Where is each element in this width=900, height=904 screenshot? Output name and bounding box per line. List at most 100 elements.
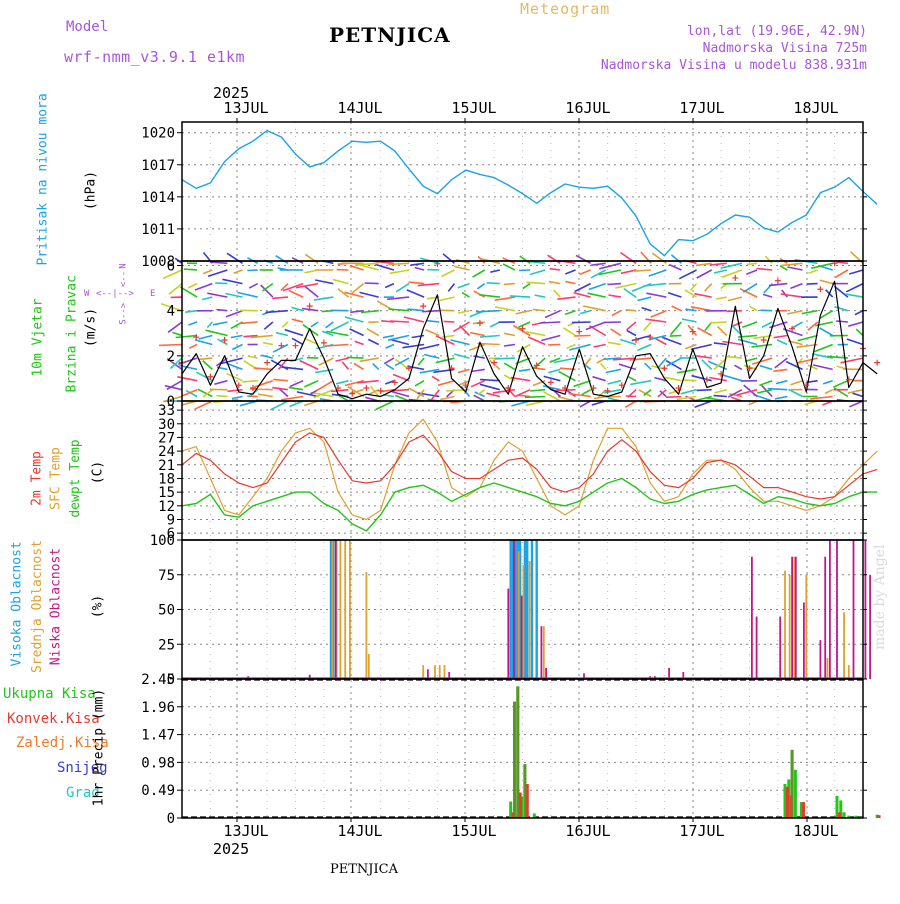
compass-arrow-up: <-- — [119, 271, 129, 287]
low-cloud-bar — [545, 668, 547, 679]
wind-arrow — [751, 345, 772, 347]
wind-arrow — [634, 270, 652, 271]
wind-arrow — [304, 381, 318, 387]
wind-arrow — [728, 297, 742, 301]
wind-tick-label: 4 — [167, 304, 175, 320]
wind-arrow — [696, 263, 712, 265]
wind-arrow — [185, 311, 197, 313]
wind-arrow — [574, 336, 590, 337]
wind-arrow — [557, 297, 575, 299]
wind-arrow — [665, 377, 682, 380]
wind-arrow — [227, 253, 243, 263]
temp-tick-label: 9 — [167, 512, 175, 528]
compass-n: N — [119, 263, 129, 268]
wind-arrow — [646, 293, 666, 297]
wind-arrow — [586, 322, 606, 330]
wind-arrow — [261, 285, 273, 297]
pressure-tick-label: 1011 — [141, 222, 175, 238]
cloud-tick-label: 25 — [158, 637, 175, 653]
wind-arrow — [750, 306, 758, 310]
wind-arrow — [847, 339, 863, 344]
wind-arrow — [206, 330, 228, 335]
pressure-tick-label: 1014 — [141, 190, 175, 206]
wind-arrow — [710, 322, 727, 323]
wind-arrow — [697, 270, 712, 278]
wind-arrow — [385, 284, 394, 288]
wind-arrow — [743, 284, 757, 293]
wind-arrow — [710, 263, 727, 265]
wind-arrow — [442, 270, 455, 277]
wind-arrow — [292, 319, 303, 322]
wind-arrow — [177, 377, 197, 381]
cloud-ylabel-high: Visoka Oblacnost — [10, 547, 25, 667]
wind-gust-marker — [548, 379, 554, 385]
wind-arrow — [444, 321, 455, 322]
wind-arrow — [593, 377, 606, 381]
wind-arrow — [272, 297, 288, 298]
wind-arrow — [774, 369, 788, 371]
wind-arrow — [159, 345, 182, 346]
mid-cloud-bar — [789, 575, 791, 679]
wind-arrow — [210, 262, 227, 263]
temp-ylabel-dewpt: dewpt Temp — [68, 431, 83, 526]
wind-arrow — [415, 381, 424, 386]
wind-arrow — [565, 282, 575, 284]
temp-unit: (C) — [91, 453, 106, 493]
wind-arrow — [627, 331, 636, 336]
wind-arrow — [438, 381, 454, 386]
wind-arrow — [326, 322, 334, 328]
wind-arrow — [276, 333, 288, 336]
wind-arrow — [432, 376, 439, 380]
temp-ylabel-2m: 2m Temp — [30, 439, 45, 519]
low-cloud-bar — [507, 589, 509, 679]
compass-w: W — [84, 289, 89, 299]
wind-arrow — [627, 322, 636, 330]
wind-arrow — [774, 336, 788, 338]
wind-arrow — [232, 397, 242, 399]
pressure-tick-label: 1017 — [141, 158, 175, 174]
compass-arrow-down: --> — [119, 303, 129, 319]
wind-arrow — [418, 358, 424, 365]
wind-arrow — [591, 263, 605, 265]
wind-compass: N <-- W <--|--> E --> S — [80, 258, 160, 330]
temp-tick-label: 18 — [158, 471, 175, 487]
wind-arrow — [490, 322, 500, 327]
day-label-bottom: 13JUL — [223, 822, 268, 840]
mid-cloud-bar — [543, 626, 545, 679]
temp-tick-label: 27 — [158, 430, 175, 446]
wind-arrow — [540, 322, 560, 323]
wind-arrow — [523, 284, 530, 289]
wind-arrow — [809, 270, 818, 273]
wind-arrow — [386, 345, 394, 349]
wind-arrow — [292, 338, 303, 344]
wind-arrow — [790, 284, 802, 289]
wind-arrow — [626, 310, 636, 311]
wind-arrow — [390, 321, 409, 322]
wind-arrow — [376, 401, 394, 410]
wind-arrow — [846, 284, 863, 292]
wind-arrow — [195, 401, 213, 409]
wind-arrow — [474, 291, 485, 297]
wind-arrow — [234, 270, 243, 273]
wind-arrow — [628, 377, 636, 381]
product-title: Meteogram — [520, 0, 610, 18]
precip-tick-label: 1.47 — [141, 728, 175, 744]
mid-cloud-bar — [784, 571, 786, 679]
mid-cloud-bar — [368, 654, 370, 679]
wind-gust-marker — [378, 388, 384, 394]
wind-arrow — [373, 364, 379, 370]
temp-tick-label: 33 — [158, 403, 175, 419]
wind-arrow — [681, 390, 697, 394]
day-label-bottom: 14JUL — [337, 822, 382, 840]
wind-arrow — [454, 266, 469, 270]
wind-arrow — [705, 284, 712, 292]
wind-arrow — [565, 311, 575, 315]
wind-arrow — [559, 372, 576, 381]
wind-arrow — [565, 270, 575, 274]
day-label-bottom: 15JUL — [451, 822, 496, 840]
low-cloud-bar — [513, 540, 515, 679]
cloud-unit: (%) — [91, 587, 106, 627]
wind-arrow — [651, 311, 667, 317]
wind-arrow — [608, 342, 621, 344]
wind-arrow — [195, 284, 212, 290]
